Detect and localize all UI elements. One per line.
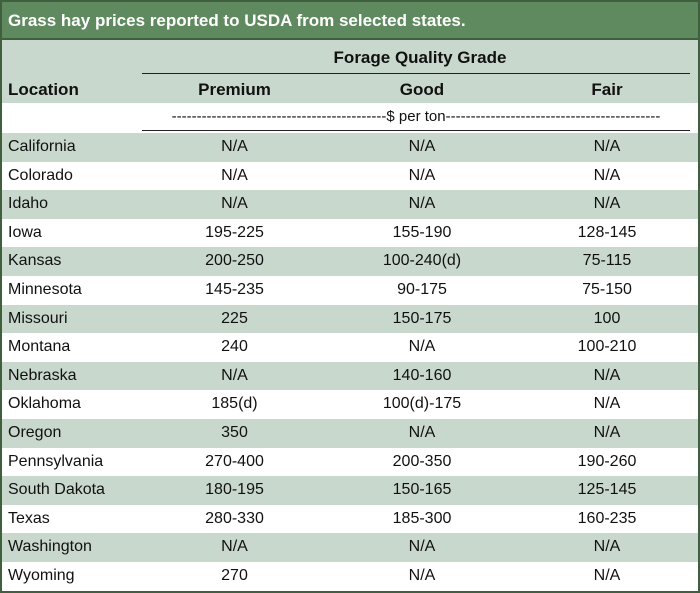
cell-good: 100(d)-175 bbox=[382, 395, 462, 413]
cell-premium: 270-400 bbox=[205, 452, 264, 470]
cell-good: N/A bbox=[408, 195, 436, 213]
cell-good: 200-350 bbox=[392, 452, 452, 470]
cell-premium: N/A bbox=[221, 538, 248, 556]
group-header-forage-quality: Forage Quality Grade bbox=[333, 48, 507, 67]
cell-good: N/A bbox=[408, 166, 436, 184]
cell-premium: 270 bbox=[221, 566, 248, 584]
cell-premium: 180-195 bbox=[205, 481, 264, 499]
cell-fair: N/A bbox=[593, 166, 621, 184]
cell-fair: N/A bbox=[593, 566, 621, 584]
cell-location: Kansas bbox=[8, 252, 62, 270]
cell-good: 155-190 bbox=[392, 223, 452, 241]
table-title: Grass hay prices reported to USDA from s… bbox=[2, 2, 698, 40]
column-header-good: Good bbox=[399, 80, 445, 99]
cell-location: Oregon bbox=[8, 423, 62, 441]
cell-fair: N/A bbox=[593, 366, 621, 384]
cell-premium: N/A bbox=[221, 166, 248, 184]
cell-fair: 160-235 bbox=[577, 509, 637, 527]
cell-fair: 125-145 bbox=[577, 481, 637, 499]
cell-good: 100-240(d) bbox=[382, 252, 462, 270]
cell-premium: 225 bbox=[221, 309, 248, 327]
cell-fair: 100 bbox=[593, 309, 621, 327]
cell-premium: 185(d) bbox=[211, 395, 258, 413]
table-row: Iowa 195-225 155-190 128-145 bbox=[2, 219, 698, 248]
cell-location: Minnesota bbox=[8, 280, 82, 298]
table-row: Wyoming 270 N/A N/A bbox=[2, 562, 698, 591]
cell-good: N/A bbox=[408, 538, 436, 556]
cell-location: Iowa bbox=[8, 223, 42, 241]
cell-location: South Dakota bbox=[8, 481, 105, 499]
table-row: Oklahoma 185(d) 100(d)-175 N/A bbox=[2, 390, 698, 419]
cell-good: N/A bbox=[408, 566, 436, 584]
cell-good: 90-175 bbox=[397, 280, 447, 298]
unit-label: ----------------------------------------… bbox=[171, 108, 661, 125]
cell-premium: 200-250 bbox=[205, 252, 264, 270]
cell-fair: 128-145 bbox=[577, 223, 637, 241]
table-row: Minnesota 145-235 90-175 75-150 bbox=[2, 276, 698, 305]
column-header-premium: Premium bbox=[198, 80, 271, 99]
cell-good: 150-175 bbox=[392, 309, 452, 327]
cell-location: Idaho bbox=[8, 195, 49, 213]
cell-fair: 75-115 bbox=[582, 252, 632, 270]
table-row: Nebraska N/A 140-160 N/A bbox=[2, 361, 698, 391]
table-row: Oregon 350 N/A N/A bbox=[2, 418, 698, 448]
cell-fair: 75-150 bbox=[582, 280, 632, 298]
cell-fair: N/A bbox=[593, 423, 621, 441]
table-row: Missouri 225 150-175 100 bbox=[2, 304, 698, 334]
cell-location: Texas bbox=[8, 509, 50, 527]
cell-fair: N/A bbox=[593, 395, 621, 413]
cell-fair: N/A bbox=[593, 538, 621, 556]
cell-location: Wyoming bbox=[8, 566, 75, 584]
cell-good: N/A bbox=[408, 338, 436, 356]
cell-fair: N/A bbox=[593, 138, 621, 155]
column-header-fair: Fair bbox=[591, 80, 623, 99]
cell-location: Missouri bbox=[8, 309, 68, 327]
table-body: California N/A N/A N/A Colorado N/A N/A N/A Idah… bbox=[2, 133, 698, 591]
cell-premium: N/A bbox=[221, 138, 248, 155]
cell-good: 185-300 bbox=[392, 509, 452, 527]
table-row: Pennsylvania 270-400 200-350 190-260 bbox=[2, 448, 698, 477]
unit-underline bbox=[142, 130, 690, 131]
table-row: Montana 240 N/A 100-210 bbox=[2, 333, 698, 362]
cell-location: Montana bbox=[8, 338, 71, 356]
cell-fair: 190-260 bbox=[577, 452, 637, 470]
cell-location: Washington bbox=[8, 538, 92, 556]
cell-premium: 280-330 bbox=[205, 509, 264, 527]
cell-fair: N/A bbox=[593, 195, 621, 213]
cell-location: Oklahoma bbox=[8, 395, 81, 413]
cell-premium: 350 bbox=[221, 423, 248, 441]
table-row: Colorado N/A N/A N/A bbox=[2, 162, 698, 191]
cell-good: 140-160 bbox=[392, 366, 452, 384]
column-header-location: Location bbox=[8, 80, 79, 99]
cell-location: Colorado bbox=[8, 166, 73, 184]
table-row: California N/A N/A N/A bbox=[2, 133, 698, 162]
cell-fair: 100-210 bbox=[577, 338, 637, 356]
cell-premium: 240 bbox=[221, 338, 248, 356]
group-header-underline bbox=[142, 73, 690, 74]
cell-location: Pennsylvania bbox=[8, 452, 104, 470]
table-header: Forage Quality Grade Location Premium Go… bbox=[2, 40, 698, 103]
cell-premium: 145-235 bbox=[205, 280, 264, 298]
cell-location: California bbox=[8, 138, 76, 155]
table-row: Idaho N/A N/A N/A bbox=[2, 190, 698, 219]
table-row: Washington N/A N/A N/A bbox=[2, 533, 698, 562]
cell-premium: 195-225 bbox=[205, 223, 264, 241]
cell-location: Nebraska bbox=[8, 366, 77, 384]
table-row: Kansas 200-250 100-240(d) 75-115 bbox=[2, 247, 698, 276]
cell-good: N/A bbox=[408, 423, 436, 441]
cell-good: N/A bbox=[408, 138, 436, 155]
table-row: Texas 280-330 185-300 160-235 bbox=[2, 505, 698, 534]
cell-good: 150-165 bbox=[392, 481, 452, 499]
unit-row: ----------------------------------------… bbox=[2, 103, 698, 133]
cell-premium: N/A bbox=[221, 366, 248, 384]
table-row: South Dakota 180-195 150-165 125-145 bbox=[2, 476, 698, 505]
cell-premium: N/A bbox=[221, 195, 248, 213]
